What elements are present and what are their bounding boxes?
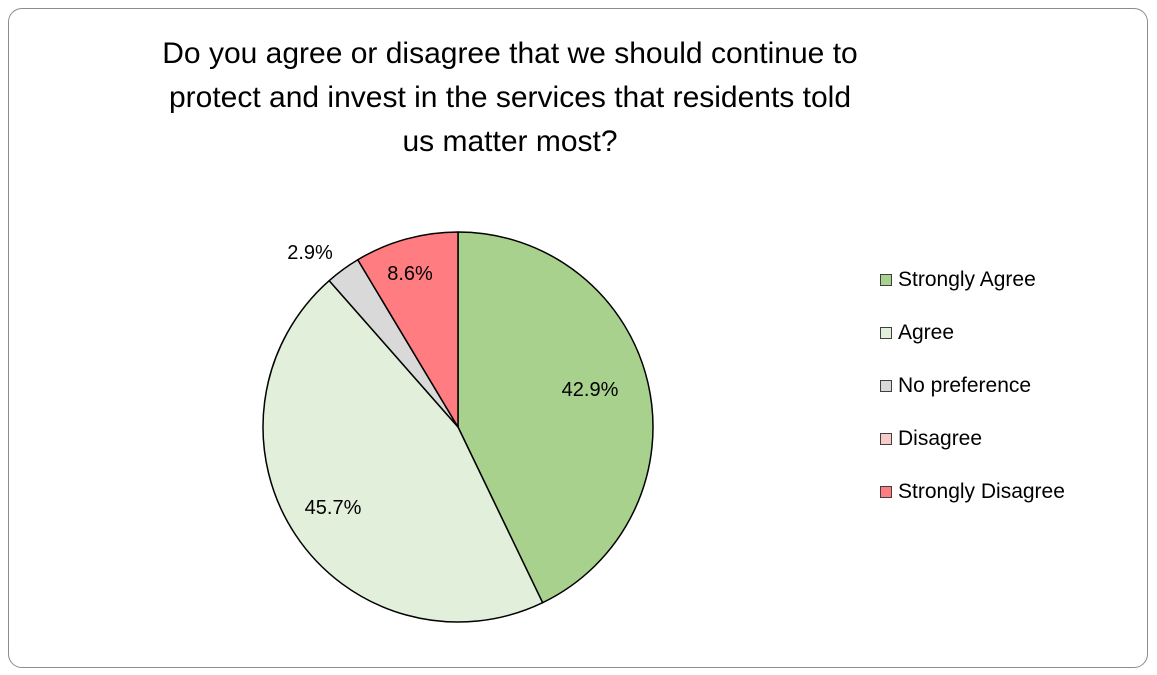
data-label-no-preference: 2.9% xyxy=(287,242,333,264)
data-label-strongly-agree: 42.9% xyxy=(562,379,619,401)
data-label-strongly-disagree: 8.6% xyxy=(387,263,433,285)
legend-item-no-preference: No preference xyxy=(880,359,1065,412)
slice-strongly-agree xyxy=(457,231,654,604)
slice-agree xyxy=(262,279,544,623)
legend-label: Agree xyxy=(898,320,955,344)
legend-swatch xyxy=(880,273,892,286)
legend-item-agree: Agree xyxy=(880,306,1065,359)
legend-label: No preference xyxy=(898,373,1032,397)
legend-swatch xyxy=(880,326,892,339)
chart-title: Do you agree or disagree that we should … xyxy=(162,37,858,158)
legend-item-strongly-agree: Strongly Agree xyxy=(880,253,1065,306)
legend-label: Strongly Disagree xyxy=(898,479,1065,503)
legend-item-disagree: Disagree xyxy=(880,412,1065,465)
legend-swatch xyxy=(880,432,892,445)
data-label-agree: 45.7% xyxy=(305,497,362,519)
legend-item-strongly-disagree: Strongly Disagree xyxy=(880,465,1065,518)
legend: Strongly Agree Agree No preference Disagree… xyxy=(880,253,1065,518)
legend-swatch xyxy=(880,379,892,392)
legend-label: Disagree xyxy=(898,426,983,450)
legend-label: Strongly Agree xyxy=(898,267,1036,291)
legend-swatch xyxy=(880,485,892,498)
slice-strongly-disagree xyxy=(357,231,459,428)
